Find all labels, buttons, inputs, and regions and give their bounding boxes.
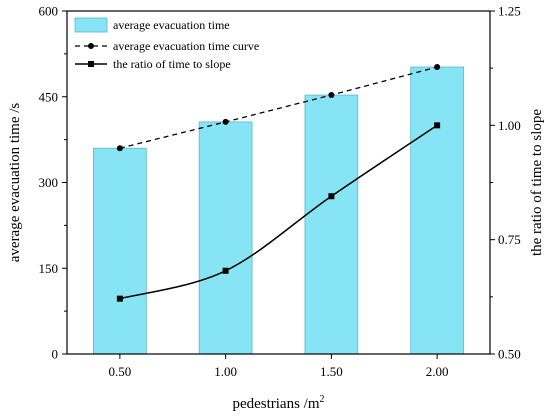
bars-layer xyxy=(93,66,464,355)
x-axis-label-superscript: 2 xyxy=(320,394,325,405)
x-tick-label-1.50: 1.50 xyxy=(320,364,343,379)
ratio-line xyxy=(119,124,438,300)
curve-point-0.50 xyxy=(116,145,123,152)
legend-label-ratio: the ratio of time to slope xyxy=(113,57,231,71)
bar-2.00 xyxy=(410,66,464,355)
lines-layer xyxy=(116,64,441,302)
ratio-point-2.00 xyxy=(434,122,441,129)
x-tick-label-2.00: 2.00 xyxy=(426,364,449,379)
legend: average evacuation time average evacuatio… xyxy=(74,17,259,71)
axes-layer: 0 150 300 450 600 0.50 0.75 1.00 1.25 0.50 1.00 1.5… xyxy=(39,4,521,380)
y-left-tick-label-0: 0 xyxy=(52,347,59,362)
bar-1.00 xyxy=(198,121,253,355)
y-right-tick-label-1.00: 1.00 xyxy=(498,118,521,133)
y-right-tick-label-0.50: 0.50 xyxy=(498,347,521,362)
y-left-tick-label-600: 600 xyxy=(39,4,59,19)
y-left-tick-label-450: 450 xyxy=(39,89,59,104)
y-axis-left-label: average evacuation time /s xyxy=(7,103,23,263)
bar-1.50 xyxy=(304,94,359,355)
evacuation-time-curve-line xyxy=(119,66,438,149)
x-axis-label: pedestrians /m2 xyxy=(232,394,324,412)
legend-marker-curve xyxy=(88,43,94,49)
y-right-tick-label-0.75: 0.75 xyxy=(498,232,521,247)
ratio-point-0.50 xyxy=(116,295,123,302)
legend-label-bar: average evacuation time xyxy=(113,18,230,32)
ratio-point-1.00 xyxy=(222,267,229,274)
x-axis-label-main: pedestrians /m xyxy=(232,396,319,412)
y-left-tick-label-300: 300 xyxy=(39,175,59,190)
y-right-tick-label-1.25: 1.25 xyxy=(498,4,521,19)
curve-point-1.00 xyxy=(222,118,229,125)
bar-0.50 xyxy=(93,147,147,355)
legend-swatch-bar xyxy=(74,17,108,33)
legend-marker-ratio xyxy=(88,61,94,67)
x-tick-label-0.50: 0.50 xyxy=(109,364,132,379)
curve-point-2.00 xyxy=(434,64,441,71)
y-axis-right-label: the ratio of time to slope xyxy=(529,109,545,256)
ratio-point-1.50 xyxy=(328,193,335,200)
x-tick-label-1.00: 1.00 xyxy=(214,364,237,379)
curve-point-1.50 xyxy=(328,92,335,99)
y-left-tick-label-150: 150 xyxy=(39,261,59,276)
legend-label-curve: average evacuation time curve xyxy=(113,39,259,53)
